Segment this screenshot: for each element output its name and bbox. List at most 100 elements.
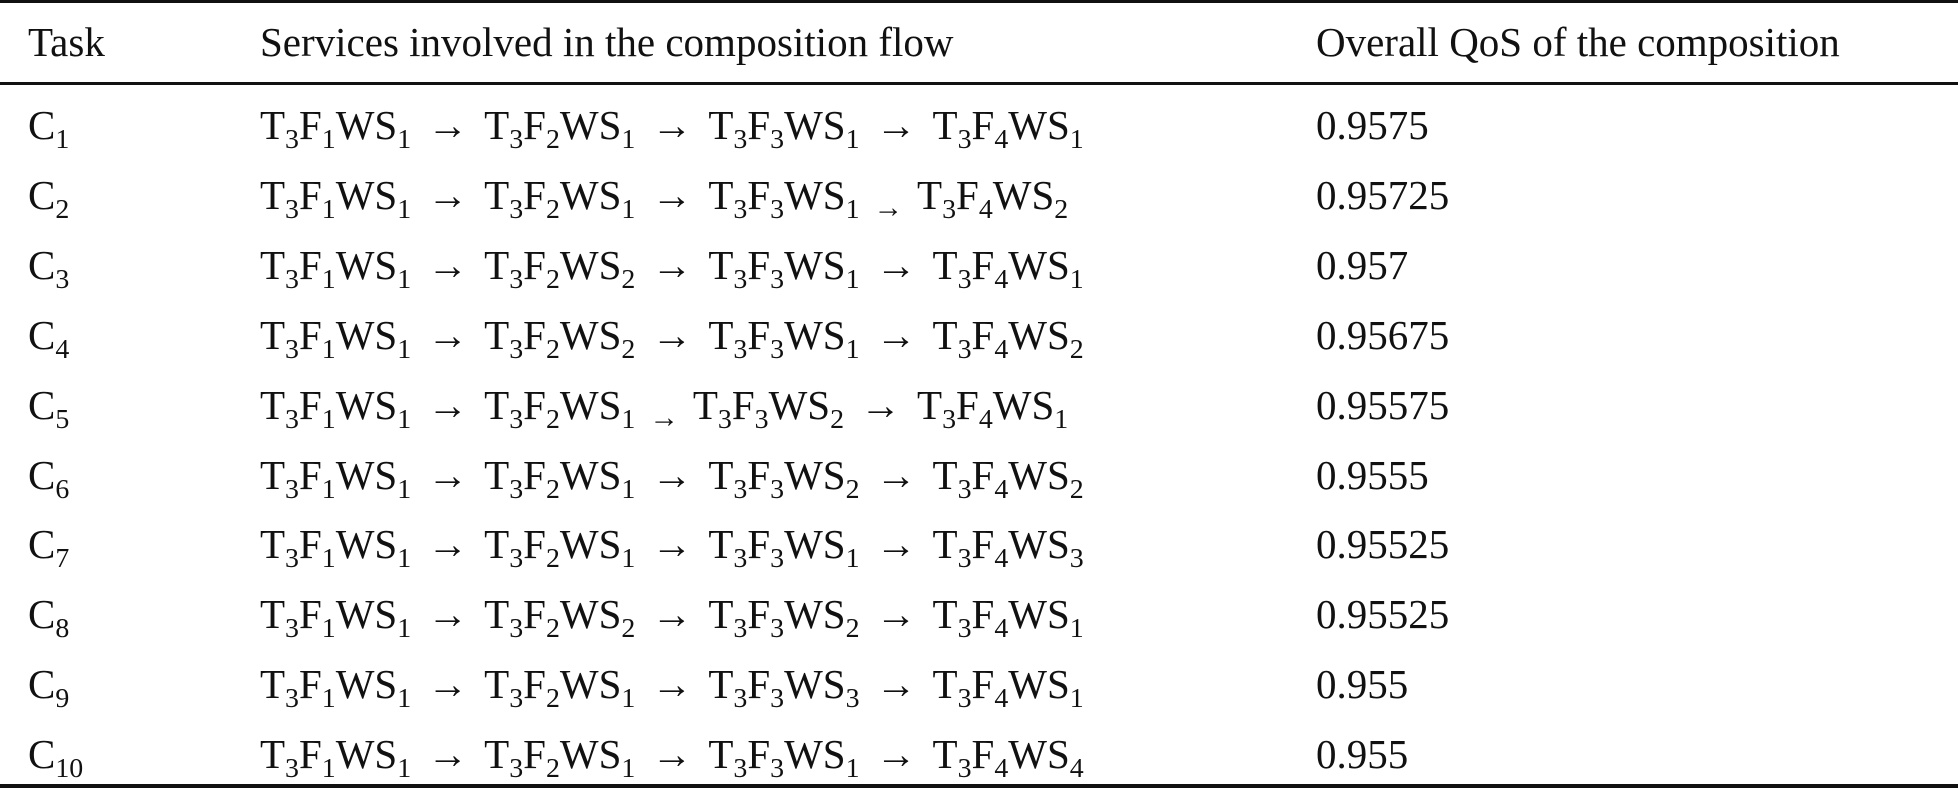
service-token: T3F1WS1 — [260, 521, 412, 575]
service-token: T3F3WS1 — [708, 171, 860, 225]
task-letter: C — [28, 521, 56, 568]
arrow-icon: → — [651, 102, 693, 148]
task-letter: C — [28, 381, 56, 428]
arrow-icon: → — [427, 241, 469, 288]
task-letter: C — [28, 661, 56, 708]
service-token: T3F2WS1 — [484, 521, 636, 575]
service-token: T3F4WS1 — [932, 102, 1084, 155]
arrow-icon: → — [875, 521, 917, 568]
service-token: T3F4WS1 — [917, 381, 1069, 435]
arrow-icon: → — [875, 591, 917, 638]
header-task: Task — [28, 19, 105, 65]
table-row: C8 T3F1WS1 → T3F2WS2 → T3F3WS2 → T3F4WS1 0.95525 — [0, 574, 1958, 643]
table-top-rule — [0, 0, 1958, 3]
task-cell: C1 — [28, 102, 69, 154]
table-body: C1 T3F1WS1 → T3F2WS1 → T3F3WS1 → T3F4WS1 0.9575 C… — [0, 85, 1958, 784]
task-cell: C5 — [28, 381, 69, 433]
flow-cell: T3F1WS1 → T3F2WS1 → T3F3WS2 → T3F4WS1 — [260, 381, 1069, 435]
arrow-icon: → — [427, 521, 469, 568]
service-token: T3F3WS3 — [708, 661, 860, 715]
arrow-icon: → — [427, 102, 469, 148]
task-cell: C4 — [28, 311, 69, 363]
service-token: T3F4WS1 — [932, 241, 1084, 295]
service-token: T3F3WS2 — [692, 381, 845, 435]
qos-cell: 0.95575 — [1316, 381, 1450, 428]
service-token: T3F1WS1 — [260, 661, 412, 715]
task-index: 6 — [55, 473, 70, 505]
qos-cell: 0.955 — [1316, 731, 1409, 778]
flow-cell: T3F1WS1 → T3F2WS2 → T3F3WS1 → T3F4WS1 — [260, 241, 1084, 295]
qos-cell: 0.95725 — [1316, 171, 1450, 218]
service-token: T3F1WS1 — [260, 311, 412, 365]
task-index: 1 — [55, 123, 70, 155]
arrow-icon: → — [873, 192, 904, 225]
arrow-icon: → — [427, 171, 469, 218]
arrow-icon: → — [427, 661, 469, 708]
task-index: 5 — [55, 403, 70, 435]
service-token: T3F1WS1 — [260, 591, 412, 645]
service-token: T3F1WS1 — [260, 241, 412, 295]
arrow-icon: → — [651, 661, 693, 708]
task-index: 8 — [55, 613, 70, 645]
table-row: C5 T3F1WS1 → T3F2WS1 → T3F3WS2 → T3F4WS1 0.95575 — [0, 365, 1958, 434]
task-index: 2 — [55, 193, 70, 225]
service-token: T3F4WS1 — [932, 661, 1084, 715]
flow-cell: T3F1WS1 → T3F2WS1 → T3F3WS1 → T3F4WS1 — [260, 102, 1084, 155]
task-letter: C — [28, 311, 56, 358]
arrow-icon: → — [875, 241, 917, 288]
service-token: T3F1WS1 — [260, 451, 412, 505]
qos-cell: 0.955 — [1316, 661, 1409, 708]
task-letter: C — [28, 171, 56, 218]
flow-cell: T3F1WS1 → T3F2WS1 → T3F3WS2 → T3F4WS2 — [260, 451, 1084, 505]
table-bottom-rule — [0, 784, 1958, 788]
qos-cell: 0.95525 — [1316, 521, 1450, 568]
table-row: C2 T3F1WS1 → T3F2WS1 → T3F3WS1 → T3F4WS2 0.95725 — [0, 155, 1958, 224]
arrow-icon: → — [875, 661, 917, 708]
service-token: T3F2WS1 — [484, 102, 636, 155]
qos-cell: 0.9555 — [1316, 451, 1429, 498]
table-header-row: Task Services involved in the compositio… — [0, 3, 1958, 82]
task-letter: C — [28, 102, 56, 148]
arrow-icon: → — [651, 591, 693, 638]
service-token: T3F2WS1 — [484, 661, 636, 715]
service-token: T3F3WS1 — [708, 241, 860, 295]
qos-cell: 0.95525 — [1316, 591, 1450, 638]
service-token: T3F4WS3 — [932, 521, 1084, 575]
task-index: 9 — [55, 683, 70, 715]
service-token: T3F1WS1 — [260, 731, 412, 784]
service-token: T3F1WS1 — [260, 102, 412, 155]
service-token: T3F2WS2 — [484, 241, 636, 295]
arrow-icon: → — [875, 731, 917, 778]
task-letter: C — [28, 731, 56, 778]
header-qos: Overall QoS of the composition — [1316, 19, 1840, 65]
task-index: 10 — [55, 753, 84, 784]
service-token: T3F2WS1 — [484, 381, 636, 435]
service-token: T3F4WS4 — [932, 731, 1084, 784]
flow-cell: T3F1WS1 → T3F2WS2 → T3F3WS2 → T3F4WS1 — [260, 591, 1084, 645]
task-letter: C — [28, 451, 56, 498]
service-token: T3F3WS1 — [708, 521, 860, 575]
table-row: C7 T3F1WS1 → T3F2WS1 → T3F3WS1 → T3F4WS3 0.95525 — [0, 504, 1958, 573]
task-letter: C — [28, 591, 56, 638]
arrow-icon: → — [427, 381, 469, 428]
arrow-icon: → — [649, 401, 679, 434]
header-flow: Services involved in the composition flo… — [260, 19, 954, 65]
task-cell: C2 — [28, 171, 69, 223]
arrow-icon: → — [427, 451, 469, 498]
service-token: T3F3WS1 — [708, 102, 860, 155]
table-row: C6 T3F1WS1 → T3F2WS1 → T3F3WS2 → T3F4WS2 0.9555 — [0, 435, 1958, 504]
flow-cell: T3F1WS1 → T3F2WS1 → T3F3WS1 → T3F4WS4 — [260, 731, 1084, 784]
arrow-icon: → — [651, 451, 693, 498]
flow-cell: T3F1WS1 → T3F2WS1 → T3F3WS1 → T3F4WS2 — [260, 171, 1069, 225]
service-token: T3F4WS2 — [917, 171, 1069, 225]
task-cell: C10 — [28, 731, 83, 783]
arrow-icon: → — [651, 241, 693, 288]
service-token: T3F2WS2 — [484, 591, 636, 645]
arrow-icon: → — [875, 311, 917, 358]
arrow-icon: → — [651, 521, 693, 568]
service-token: T3F2WS2 — [484, 311, 636, 365]
task-index: 3 — [55, 263, 70, 295]
table-header-rule — [0, 82, 1958, 85]
table-row: C9 T3F1WS1 → T3F2WS1 → T3F3WS3 → T3F4WS1 0.955 — [0, 644, 1958, 713]
